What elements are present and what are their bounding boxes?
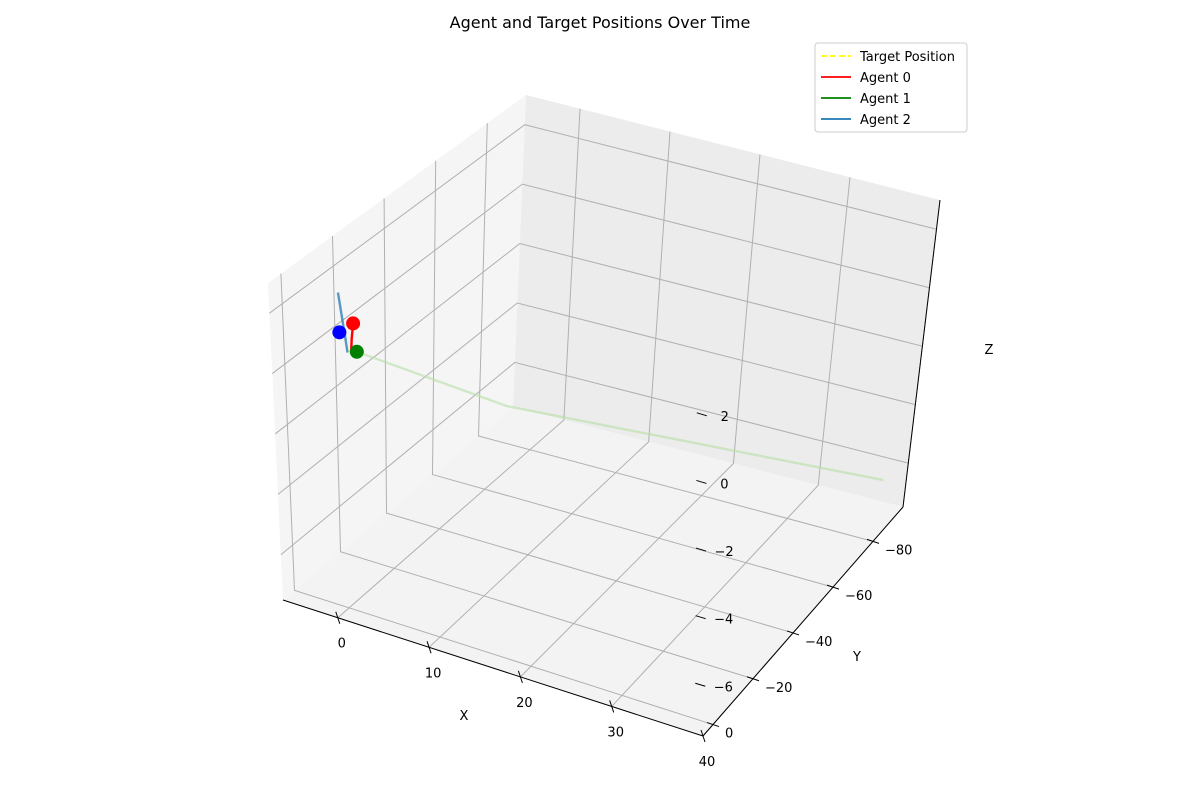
axes-edges — [282, 199, 941, 737]
z-tick — [695, 547, 707, 552]
z-axis-line — [902, 199, 941, 508]
legend: Target Position Agent 0 Agent 1 Agent 2 — [814, 42, 968, 133]
y-axis-label: Y — [852, 650, 861, 665]
grid-line-x — [520, 154, 761, 678]
z-tick-label: −6 — [714, 680, 733, 695]
grid-lines — [269, 108, 941, 737]
x-tick — [700, 729, 706, 743]
x-tick-label: 30 — [607, 725, 624, 740]
y-tick-label: −20 — [765, 681, 792, 696]
grid-line-z — [271, 183, 930, 374]
y-tick — [746, 676, 760, 682]
y-tick-label: 0 — [725, 727, 733, 742]
x-axis-label: X — [460, 709, 469, 724]
grid-line-z — [277, 302, 916, 495]
x-tick-label: 20 — [516, 696, 533, 711]
x-tick-label: 40 — [699, 755, 716, 770]
tick-marks — [335, 412, 880, 743]
z-tick-label: −4 — [714, 613, 733, 628]
x-axis-line — [282, 599, 704, 737]
legend-label-agent-1: Agent 1 — [860, 92, 911, 107]
y-tick-label: −40 — [805, 635, 832, 650]
legend-label-agent-2: Agent 2 — [860, 113, 911, 128]
back-pane — [513, 95, 940, 507]
final-marker-agent-1 — [349, 344, 364, 359]
z-tick-label: −2 — [714, 545, 733, 560]
y-axis-line — [702, 506, 904, 737]
y-tick — [786, 630, 800, 636]
y-tick — [826, 584, 840, 590]
z-tick — [695, 615, 706, 620]
z-axis-label: Z — [985, 343, 994, 358]
series-line-agent-1 — [356, 350, 884, 482]
grid-line-y — [477, 123, 874, 542]
chart-title: Agent and Target Positions Over Time — [450, 13, 751, 32]
grid-line-y — [280, 273, 714, 726]
legend-label-target: Target Position — [859, 50, 955, 65]
final-marker-agent-0 — [346, 316, 361, 331]
left-pane — [268, 95, 526, 600]
floor-pane — [283, 407, 903, 736]
grid-line-x — [428, 131, 671, 648]
z-tick-label: 0 — [720, 477, 728, 492]
x-tick — [335, 611, 341, 624]
z-tick — [696, 412, 707, 417]
legend-box — [814, 42, 968, 133]
grid-line-z — [280, 361, 909, 556]
series-layer — [332, 292, 884, 482]
x-tick-label: 10 — [425, 666, 442, 681]
x-tick-label: 0 — [338, 637, 346, 652]
y-tick-label: −80 — [885, 543, 912, 558]
legend-label-agent-0: Agent 0 — [860, 71, 911, 86]
grid-line-z — [269, 124, 937, 314]
axes-panes — [268, 95, 940, 736]
grid-line-x — [337, 108, 581, 619]
z-tick-label: 2 — [721, 410, 729, 425]
grid-line-y — [383, 198, 794, 634]
final-marker-agent-2 — [332, 325, 347, 340]
grid-line-y — [332, 235, 754, 680]
x-tick — [426, 641, 432, 654]
grid-line-x — [611, 177, 851, 707]
y-tick — [706, 722, 720, 728]
series-line-agent-2 — [336, 292, 349, 353]
x-tick — [517, 670, 523, 684]
z-tick — [696, 479, 707, 484]
y-tick — [866, 538, 880, 544]
y-tick-label: −60 — [845, 589, 872, 604]
x-tick — [609, 700, 615, 713]
z-tick — [695, 682, 706, 687]
grid-line-z — [274, 243, 923, 435]
grid-line-y — [431, 160, 834, 588]
